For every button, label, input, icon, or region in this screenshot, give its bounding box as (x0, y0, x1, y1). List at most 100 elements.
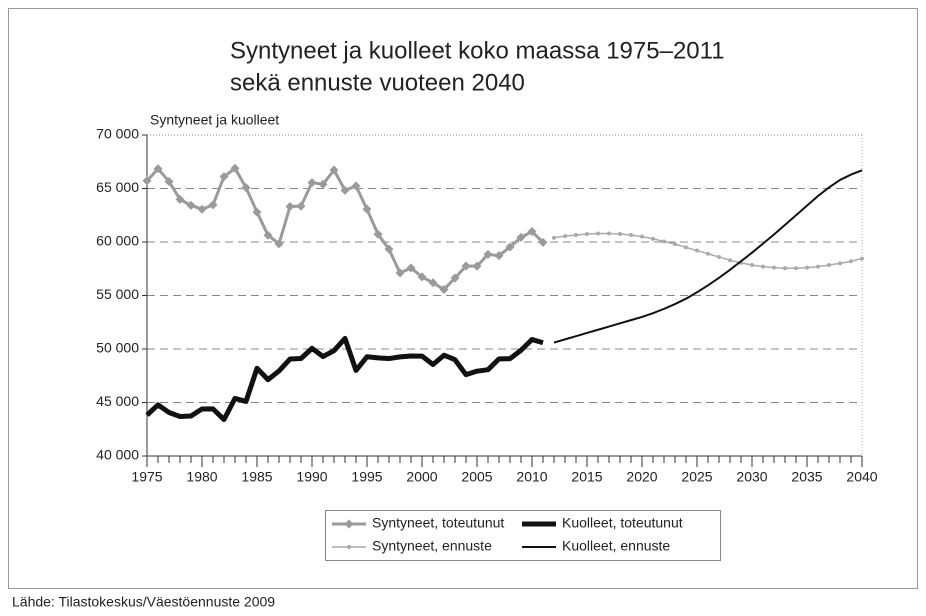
point (618, 231, 622, 236)
legend-label: Kuolleet, ennuste (562, 538, 670, 554)
point (673, 242, 677, 247)
point (783, 266, 787, 271)
x-tick-label: 2000 (406, 469, 437, 485)
point (629, 233, 633, 238)
source: Lähde: Tilastokeskus/Väestöennuste 2009 (12, 594, 275, 610)
series-line (145, 335, 544, 423)
frame (8, 8, 918, 589)
y-tick-label: 50 000 (96, 340, 139, 356)
legend-label: Syntyneet, toteutunut (372, 515, 504, 531)
point (395, 268, 405, 278)
legend-marker (347, 545, 351, 549)
point (805, 265, 809, 270)
x-tick-label: 1995 (351, 469, 382, 485)
point (717, 254, 721, 259)
x-tick-label: 2005 (461, 469, 492, 485)
point (651, 236, 655, 241)
point (230, 163, 240, 173)
point (164, 176, 174, 186)
point (494, 251, 504, 261)
x-tick-label: 1985 (241, 469, 272, 485)
point (662, 239, 666, 244)
point (695, 248, 699, 253)
point (296, 201, 306, 211)
point (307, 178, 317, 188)
point (538, 237, 548, 247)
x-tick-label: 1980 (186, 469, 217, 485)
point (607, 231, 611, 236)
y-tick-label: 55 000 (96, 286, 139, 302)
legend-marker (344, 519, 354, 529)
point (596, 231, 600, 236)
point (263, 230, 273, 240)
point (219, 172, 229, 182)
point (208, 200, 218, 210)
x-tick-label: 2025 (681, 469, 712, 485)
point (197, 204, 207, 214)
x-tick-label: 1990 (296, 469, 327, 485)
point (684, 245, 688, 250)
x-tick-label: 2015 (571, 469, 602, 485)
point (428, 278, 438, 288)
y-tick-label: 65 000 (96, 179, 139, 195)
x-tick-label: 2010 (516, 469, 547, 485)
point (450, 273, 460, 283)
point (186, 200, 196, 210)
point (285, 202, 295, 212)
point (384, 244, 394, 254)
x-tick-label: 1975 (131, 469, 162, 485)
legend-label: Syntyneet, ennuste (372, 538, 492, 554)
point (728, 258, 732, 263)
point (472, 261, 482, 271)
series-line (553, 232, 863, 269)
point (585, 231, 589, 236)
y-tick-label: 60 000 (96, 233, 139, 249)
point (706, 251, 710, 256)
x-tick-label: 2020 (626, 469, 657, 485)
point (772, 265, 776, 270)
y-axis-label: Syntyneet ja kuolleet (150, 112, 279, 128)
point (860, 256, 864, 261)
point (505, 242, 515, 252)
point (175, 194, 185, 204)
point (838, 261, 842, 266)
y-tick-label: 70 000 (96, 126, 139, 142)
point (417, 272, 427, 282)
y-tick-label: 40 000 (96, 447, 139, 463)
point (340, 185, 350, 195)
point (552, 235, 556, 240)
chart-title: Syntyneet ja kuolleet koko maassa 1975–2… (230, 37, 725, 64)
series-line (553, 169, 863, 344)
point (153, 164, 163, 174)
point (516, 232, 526, 242)
legend-label: Kuolleet, toteutunut (562, 515, 683, 531)
legend-box (325, 510, 721, 561)
point (827, 263, 831, 268)
point (373, 229, 383, 239)
point (406, 263, 416, 273)
point (816, 264, 820, 269)
point (527, 227, 537, 237)
point (563, 234, 567, 239)
point (142, 176, 152, 186)
point (461, 261, 471, 271)
point (640, 234, 644, 239)
x-tick-label: 2040 (846, 469, 877, 485)
point (750, 263, 754, 268)
point (318, 179, 328, 189)
y-tick-label: 45 000 (96, 393, 139, 409)
point (439, 285, 449, 295)
point (761, 264, 765, 269)
point (329, 165, 339, 175)
point (274, 239, 284, 249)
point (849, 259, 853, 264)
chart-subtitle: sekä ennuste vuoteen 2040 (230, 69, 525, 96)
point (794, 266, 798, 271)
x-tick-label: 2035 (791, 469, 822, 485)
point (351, 181, 361, 191)
point (362, 204, 372, 214)
x-tick-label: 2030 (736, 469, 767, 485)
point (574, 233, 578, 238)
